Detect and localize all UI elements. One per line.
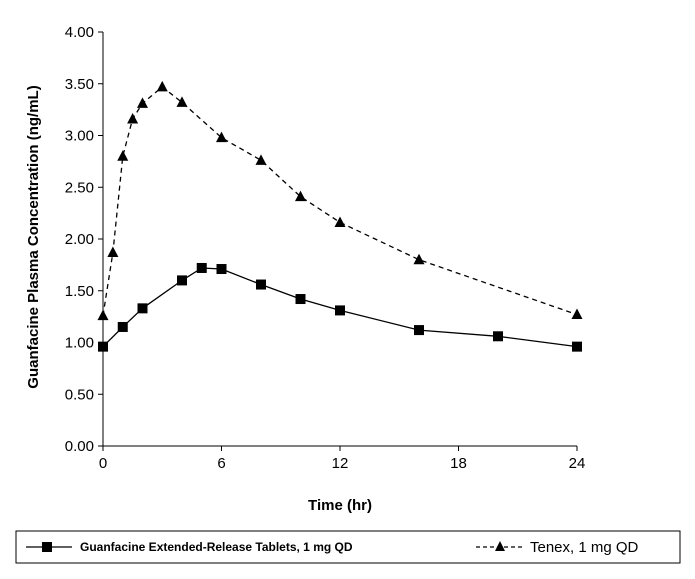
- data-point-triangle: [156, 80, 168, 92]
- data-point-square: [137, 303, 148, 314]
- y-axis-title: Guanfacine Plasma Concentration (ng/mL): [25, 85, 42, 388]
- y-tick-label: 2.50: [65, 179, 94, 196]
- series-layer: [97, 80, 583, 352]
- data-point-triangle: [117, 150, 129, 161]
- legend-label-tenex: Tenex, 1 mg QD: [530, 539, 639, 556]
- data-point-triangle: [295, 190, 306, 202]
- legend-label-guanfacine-er: Guanfacine Extended-Release Tablets, 1 m…: [80, 540, 353, 554]
- data-point-triangle: [107, 246, 119, 257]
- data-point-triangle: [97, 309, 109, 321]
- x-axis-title: Time (hr): [308, 497, 372, 514]
- data-point-triangle: [176, 96, 188, 107]
- y-tick-label: 1.00: [65, 335, 94, 352]
- y-tick-label: 1.50: [65, 283, 94, 300]
- data-point-square: [117, 321, 128, 332]
- y-axis-ticks: 0.00 0.50 1.00 1.50 2.00 2.50 3.00 3.50 4.00: [65, 24, 103, 455]
- data-point-triangle: [216, 131, 227, 143]
- x-tick-label: 18: [450, 455, 467, 472]
- y-tick-label: 2.00: [65, 231, 94, 248]
- y-tick-label: 0.00: [65, 438, 94, 455]
- legend-item-guanfacine-er: Guanfacine Extended-Release Tablets, 1 m…: [26, 540, 353, 554]
- data-point-square: [414, 325, 424, 336]
- x-tick-label: 0: [99, 455, 107, 472]
- data-point-triangle: [255, 154, 267, 165]
- data-point-square: [295, 294, 306, 305]
- legend-square-marker: [42, 542, 52, 552]
- legend-item-tenex: Tenex, 1 mg QD: [476, 539, 639, 556]
- data-point-triangle: [334, 216, 346, 227]
- y-tick-label: 0.50: [65, 386, 94, 403]
- data-point-square: [196, 262, 207, 273]
- data-point-square: [177, 275, 187, 286]
- y-tick-label: 4.00: [65, 24, 94, 41]
- x-tick-label: 12: [332, 455, 349, 472]
- x-axis-ticks: 0 6 12 18 24: [99, 446, 586, 472]
- data-point-triangle: [127, 112, 139, 124]
- data-point-square: [493, 331, 503, 342]
- series-line-1: [102, 86, 578, 316]
- y-tick-label: 3.50: [65, 76, 94, 93]
- data-point-triangle: [571, 308, 583, 320]
- data-point-square: [216, 264, 227, 275]
- x-tick-label: 6: [217, 455, 225, 472]
- legend-triangle-marker: [495, 541, 505, 551]
- data-point-triangle: [413, 253, 425, 265]
- data-point-square: [98, 341, 108, 352]
- x-tick-label: 24: [569, 455, 586, 472]
- legend-box: [15, 530, 681, 564]
- data-point-triangle: [137, 97, 148, 108]
- data-point-square: [572, 341, 582, 352]
- data-point-square: [256, 279, 266, 290]
- data-point-square: [335, 305, 345, 316]
- y-tick-label: 3.00: [65, 128, 94, 145]
